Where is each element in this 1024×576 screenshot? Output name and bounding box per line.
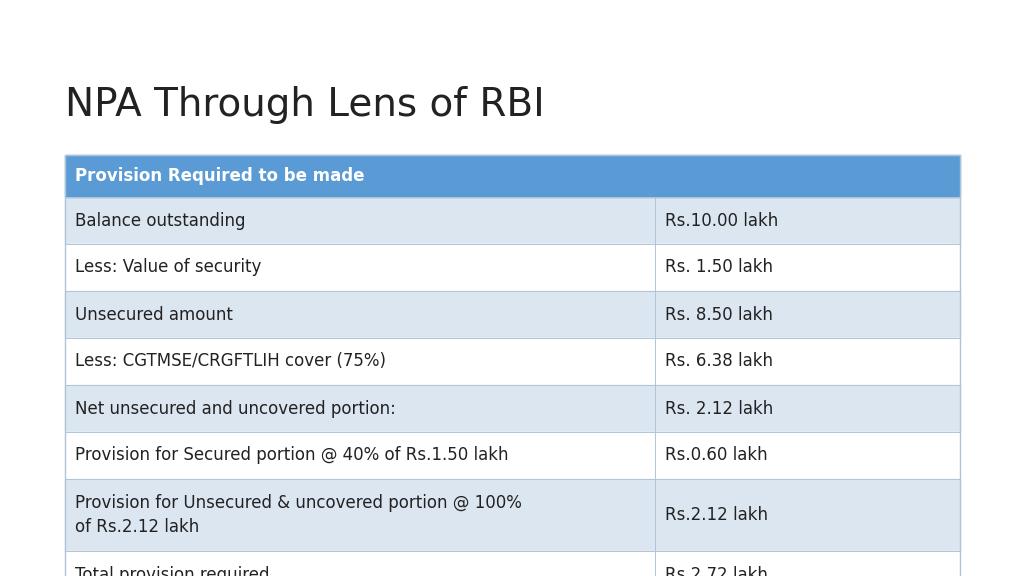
Text: Rs. 8.50 lakh: Rs. 8.50 lakh <box>665 305 773 324</box>
Text: Unsecured amount: Unsecured amount <box>75 305 232 324</box>
Text: Rs.2.72 lakh: Rs.2.72 lakh <box>665 566 768 576</box>
Text: Less: Value of security: Less: Value of security <box>75 259 261 276</box>
Text: Provision Required to be made: Provision Required to be made <box>75 167 365 185</box>
Text: Rs. 1.50 lakh: Rs. 1.50 lakh <box>665 259 773 276</box>
Bar <box>65 338 961 385</box>
Text: Rs.0.60 lakh: Rs.0.60 lakh <box>665 446 768 464</box>
Bar <box>65 244 961 291</box>
Bar <box>65 155 961 576</box>
Bar <box>65 155 961 197</box>
Text: Rs.2.12 lakh: Rs.2.12 lakh <box>665 506 768 524</box>
Text: Provision for Secured portion @ 40% of Rs.1.50 lakh: Provision for Secured portion @ 40% of R… <box>75 446 509 464</box>
Text: Net unsecured and uncovered portion:: Net unsecured and uncovered portion: <box>75 400 396 418</box>
Bar <box>65 479 961 551</box>
Bar <box>65 197 961 244</box>
Text: NPA Through Lens of RBI: NPA Through Lens of RBI <box>65 86 545 124</box>
Text: Rs. 2.12 lakh: Rs. 2.12 lakh <box>665 400 773 418</box>
Text: Rs.10.00 lakh: Rs.10.00 lakh <box>665 211 778 229</box>
Text: Less: CGTMSE/CRGFTLIH cover (75%): Less: CGTMSE/CRGFTLIH cover (75%) <box>75 353 386 370</box>
Bar <box>65 385 961 432</box>
Bar <box>65 551 961 576</box>
Text: Rs. 6.38 lakh: Rs. 6.38 lakh <box>665 353 773 370</box>
Bar <box>65 432 961 479</box>
Text: Provision for Unsecured & uncovered portion @ 100%
of Rs.2.12 lakh: Provision for Unsecured & uncovered port… <box>75 494 522 536</box>
Text: Balance outstanding: Balance outstanding <box>75 211 246 229</box>
Text: Total provision required: Total provision required <box>75 566 269 576</box>
Bar <box>65 291 961 338</box>
